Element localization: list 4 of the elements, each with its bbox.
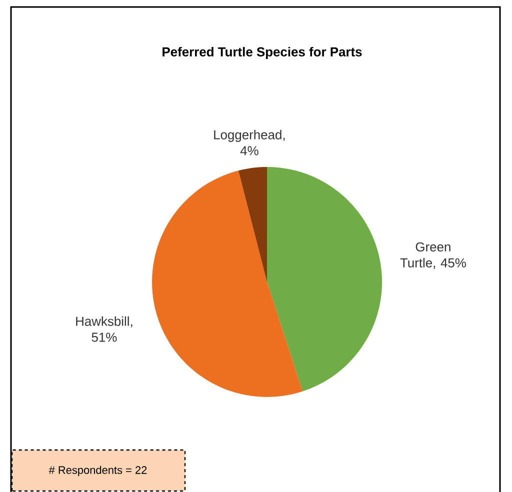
text: # Respondents = 22: [48, 466, 147, 476]
slice-label: Hawksbill: [76, 316, 129, 326]
data-label: , 45%: [434, 258, 466, 269]
chart-title: Peferred Turtle Species for Parts: [162, 46, 362, 60]
